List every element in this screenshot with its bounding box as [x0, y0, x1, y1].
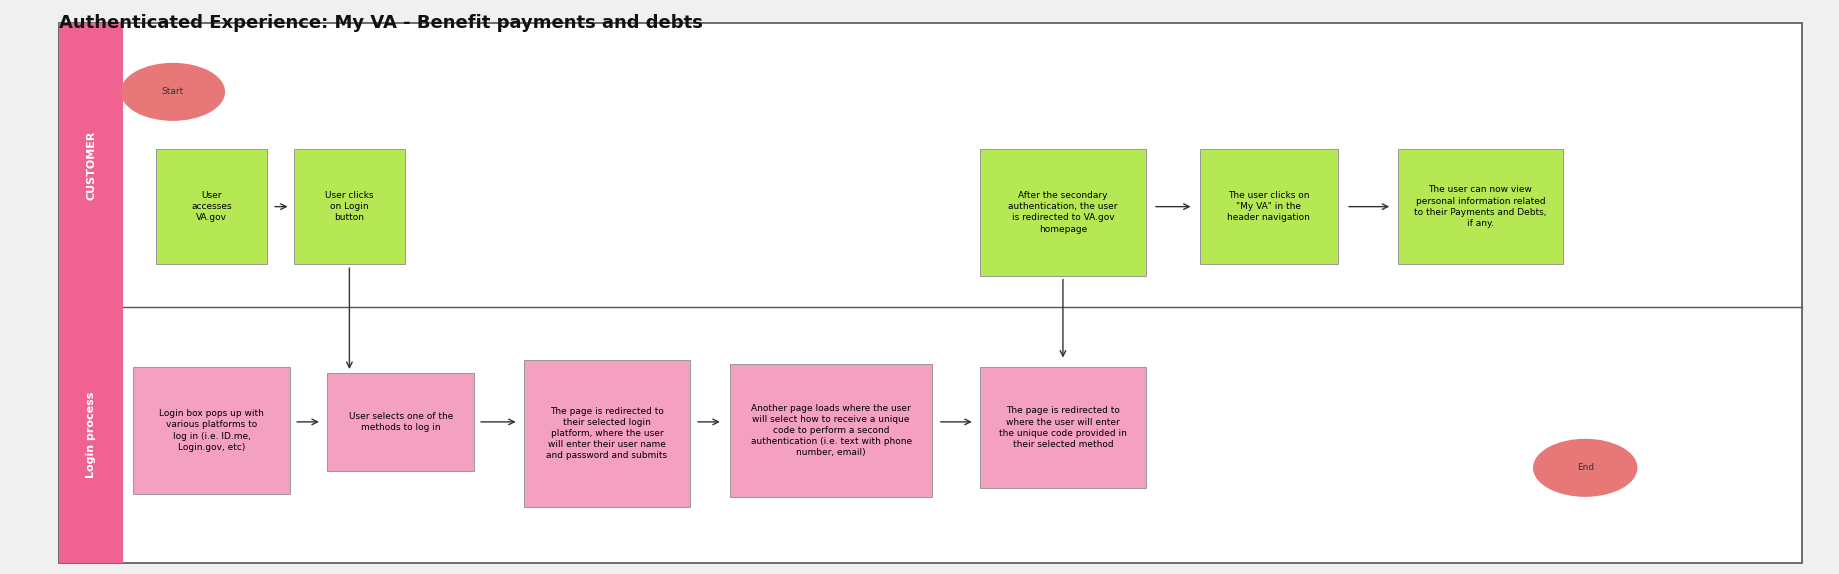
FancyBboxPatch shape [59, 23, 123, 307]
Text: End: End [1576, 463, 1594, 472]
Ellipse shape [1534, 440, 1637, 496]
FancyBboxPatch shape [132, 367, 291, 494]
FancyBboxPatch shape [1199, 149, 1337, 264]
Text: The page is redirected to
their selected login
platform, where the user
will ent: The page is redirected to their selected… [546, 406, 668, 460]
FancyBboxPatch shape [980, 149, 1146, 276]
Text: Login box pops up with
various platforms to
log in (i.e. ID.me,
Login.gov, etc): Login box pops up with various platforms… [158, 409, 265, 452]
Text: The user clicks on
"My VA" in the
header navigation: The user clicks on "My VA" in the header… [1227, 191, 1311, 222]
Text: The user can now view
personal information related
to their Payments and Debts,
: The user can now view personal informati… [1414, 185, 1547, 228]
FancyBboxPatch shape [327, 373, 474, 471]
FancyBboxPatch shape [980, 367, 1146, 488]
Text: User selects one of the
methods to log in: User selects one of the methods to log i… [349, 412, 452, 432]
Ellipse shape [121, 64, 224, 120]
FancyBboxPatch shape [1398, 149, 1563, 264]
FancyBboxPatch shape [59, 23, 1802, 563]
FancyBboxPatch shape [730, 364, 932, 497]
Text: User clicks
on Login
button: User clicks on Login button [326, 191, 373, 222]
Text: Another page loads where the user
will select how to receive a unique
code to pe: Another page loads where the user will s… [750, 404, 912, 457]
Text: Authenticated Experience: My VA - Benefit payments and debts: Authenticated Experience: My VA - Benefi… [59, 14, 702, 32]
FancyBboxPatch shape [524, 360, 690, 507]
Text: Start: Start [162, 87, 184, 96]
Text: The page is redirected to
where the user will enter
the unique code provided in
: The page is redirected to where the user… [999, 406, 1127, 449]
Text: After the secondary
authentication, the user
is redirected to VA.gov
homepage: After the secondary authentication, the … [1008, 191, 1118, 234]
Text: User
accesses
VA.gov: User accesses VA.gov [191, 191, 232, 222]
FancyBboxPatch shape [59, 307, 123, 563]
Text: CUSTOMER: CUSTOMER [86, 130, 96, 200]
FancyBboxPatch shape [156, 149, 267, 264]
Text: Login process: Login process [86, 391, 96, 478]
FancyBboxPatch shape [294, 149, 405, 264]
